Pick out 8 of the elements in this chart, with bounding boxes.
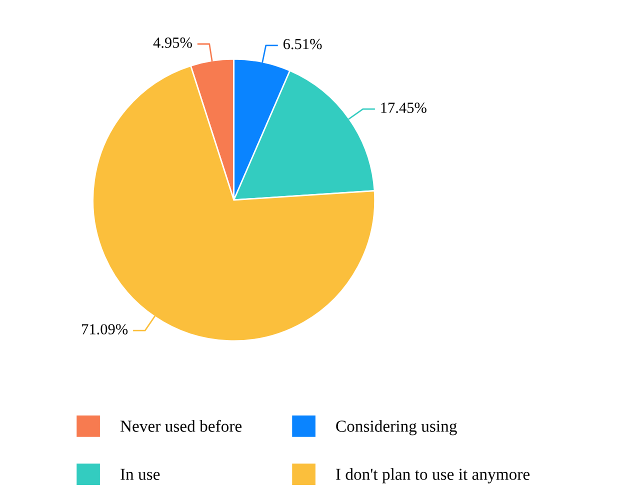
legend-label: In use [120,468,160,480]
legend-label: Considering using [336,420,457,436]
data-label: 4.95% [153,38,192,48]
legend-label: Never used before [120,420,242,432]
data-label: 71.09% [82,324,128,334]
data-label: 6.51% [283,38,322,50]
data-label: 17.45% [381,102,426,113]
legend-label: I don't plan to use it anymore [336,468,530,484]
